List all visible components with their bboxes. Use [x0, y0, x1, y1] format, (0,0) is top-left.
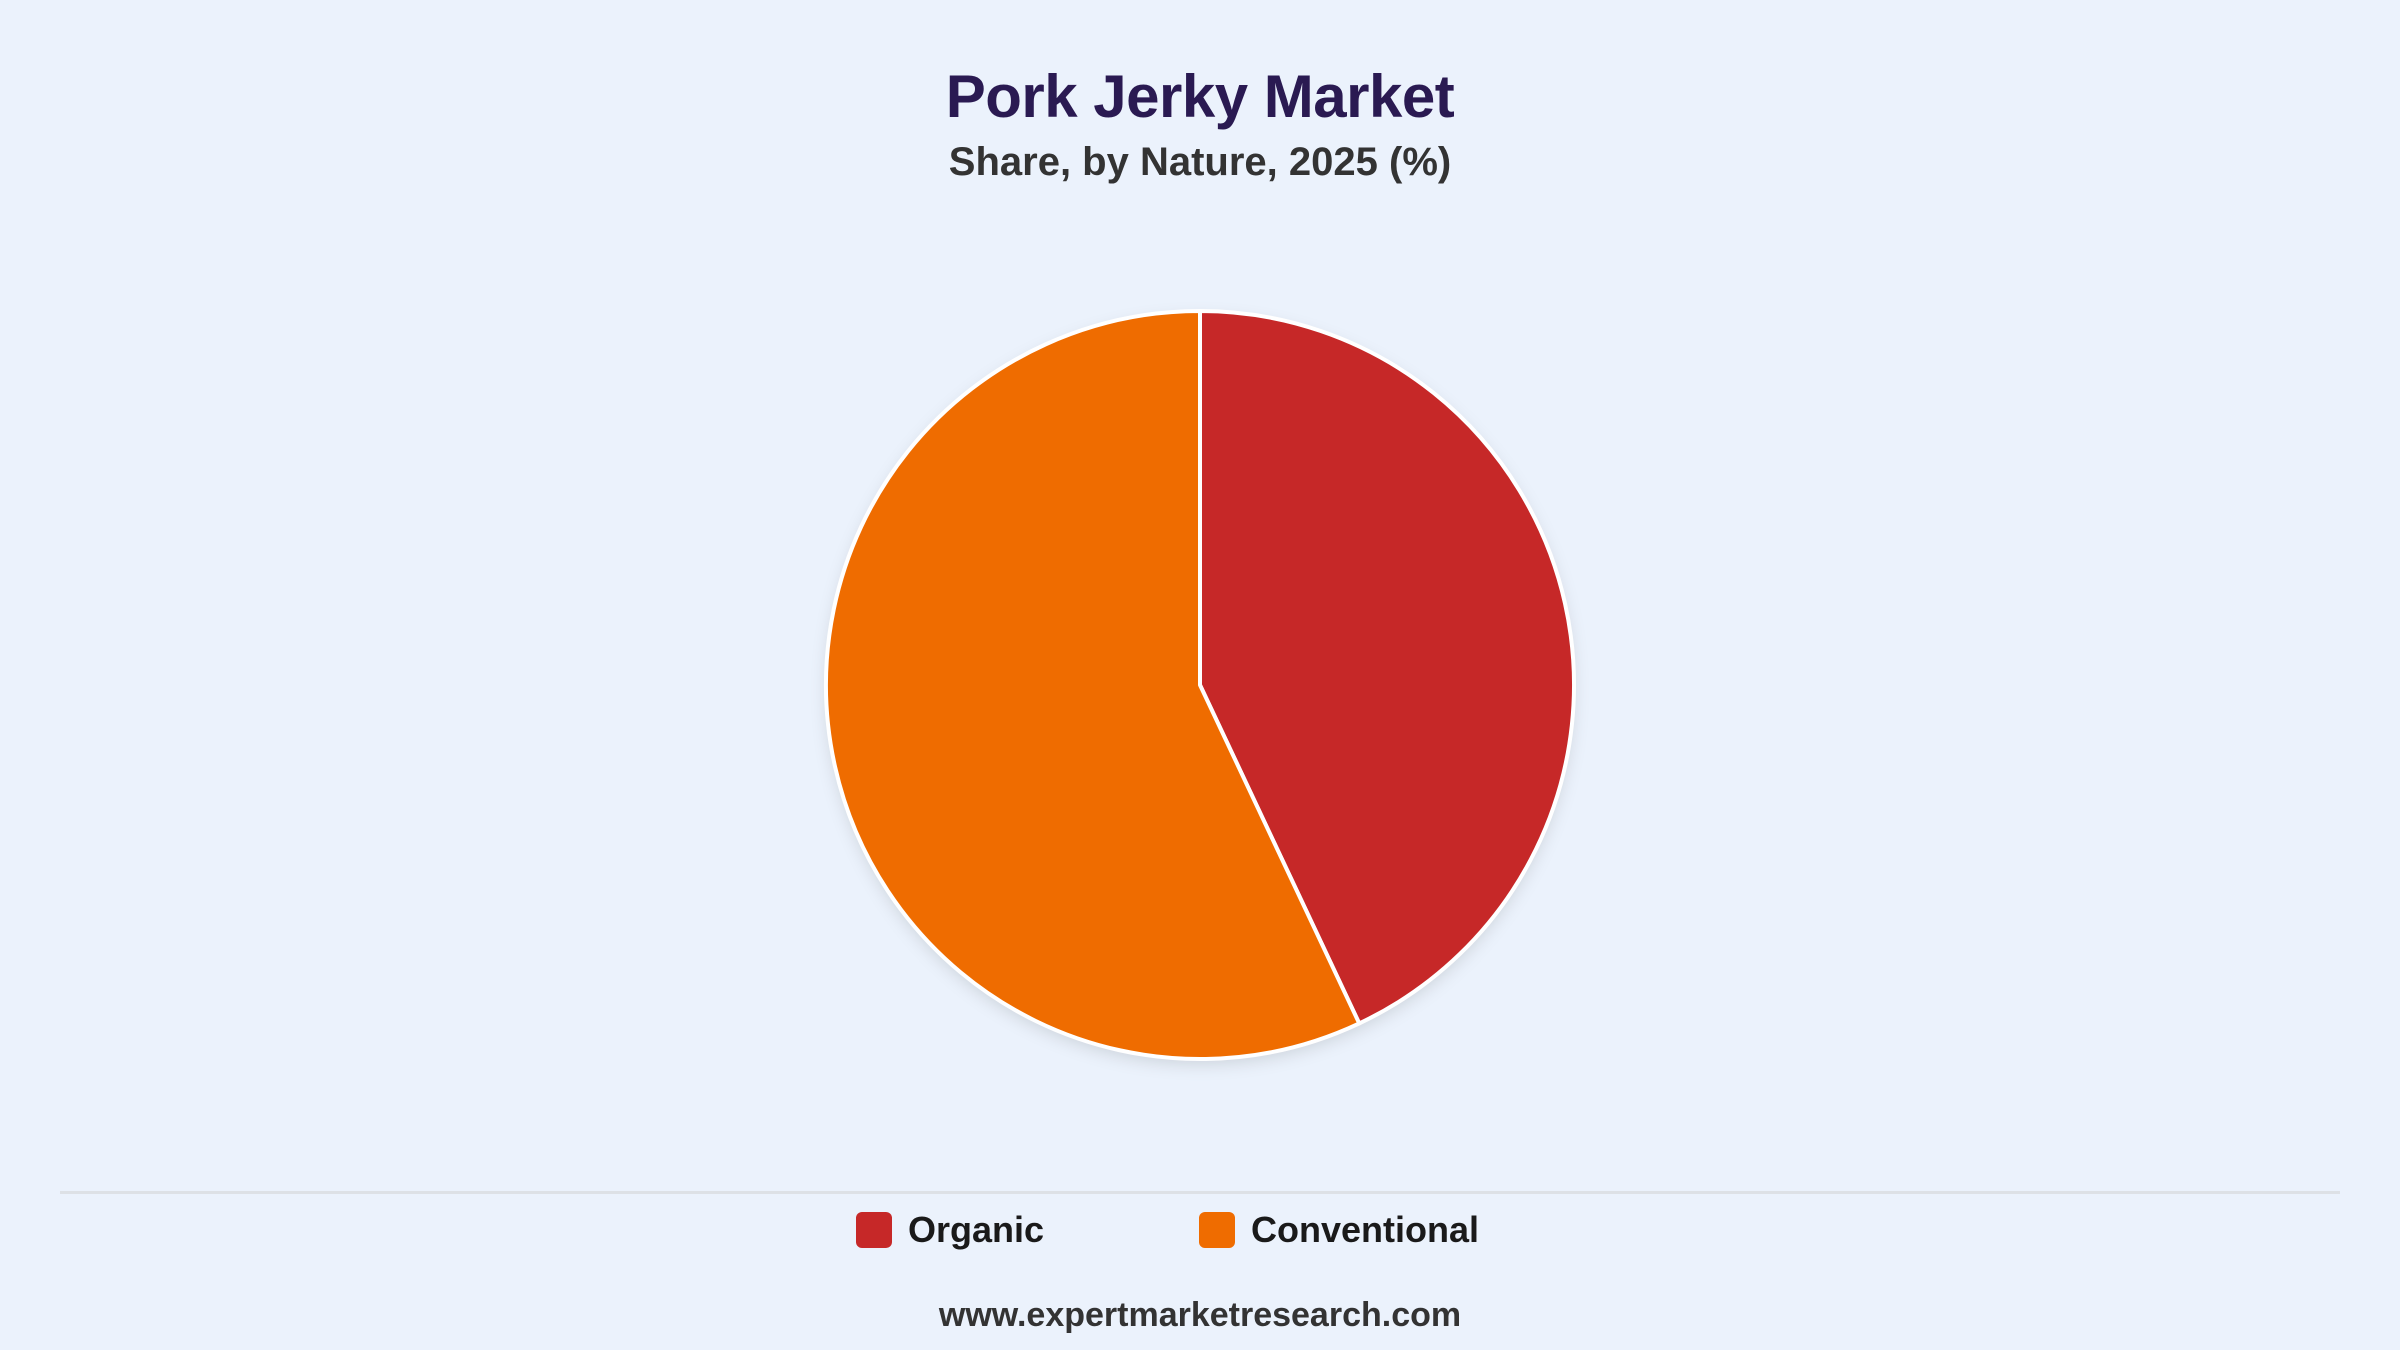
legend-item-conventional: Conventional: [1199, 1208, 1479, 1252]
legend-swatch-organic: [856, 1212, 892, 1248]
legend-swatch-conventional: [1199, 1212, 1235, 1248]
legend-divider: [60, 1191, 2340, 1194]
legend: Organic Conventional: [0, 1208, 2400, 1252]
legend-label-conventional: Conventional: [1251, 1209, 1480, 1250]
chart-subtitle: Share, by Nature, 2025 (%): [948, 140, 1452, 184]
legend-item-organic: Organic: [856, 1208, 1044, 1252]
legend-label-organic: Organic: [908, 1209, 1045, 1250]
chart-title: Pork Jerky Market: [945, 63, 1455, 130]
pie-slices: [824, 309, 1576, 1061]
pie-slice-conventional: [824, 309, 1362, 1061]
pie-chart: [824, 309, 1576, 1061]
pie-slice-organic: [1198, 309, 1576, 1026]
source-url: www.expertmarketresearch.com: [938, 1296, 1462, 1334]
